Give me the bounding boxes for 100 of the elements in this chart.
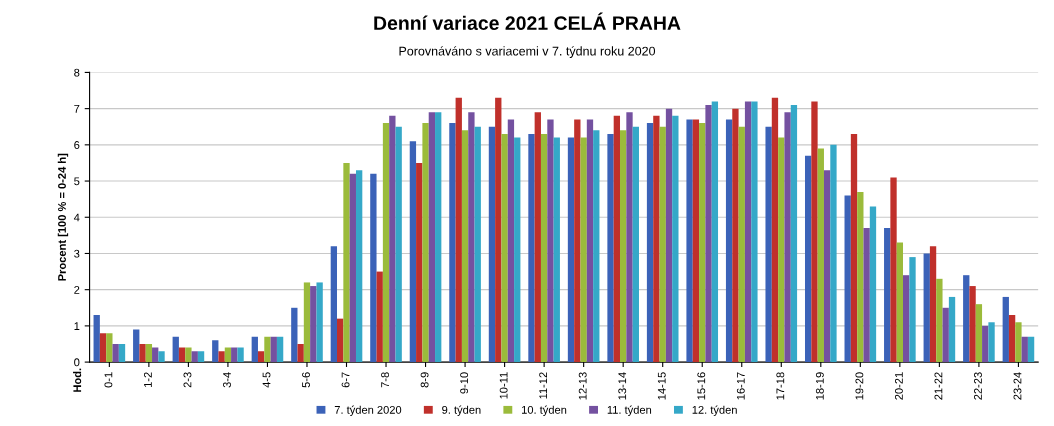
x-tick-label: 8-9 [420,372,429,388]
bar [428,112,436,363]
bar [370,173,377,363]
bar [212,340,219,363]
bar [896,242,904,363]
bar [890,177,897,363]
bar [738,126,745,363]
bar [975,304,983,363]
bar [613,115,621,363]
bar [929,246,937,363]
bar [817,148,824,363]
bar [765,126,772,363]
bar [725,119,733,363]
bar [903,275,910,363]
bar [909,257,916,363]
y-tick-label: 3 [74,249,80,258]
bar [942,307,949,363]
bar [270,336,277,363]
bar [778,137,785,363]
x-tick-label: 2-3 [183,372,192,388]
bar [547,119,554,363]
bar [514,137,521,363]
bar [593,130,600,363]
y-tick-label: 6 [74,141,80,149]
bar [607,133,614,363]
bar [343,162,350,363]
bar [580,137,587,363]
bar [382,123,390,363]
bar [251,336,258,363]
x-tick-label: 0-1 [104,372,113,388]
bar [461,130,469,363]
bar [99,333,107,363]
bar [409,141,417,363]
bar [1027,336,1035,363]
bar [1002,296,1009,363]
bar [884,228,891,363]
x-tick-label: 6-7 [341,372,350,388]
bar [751,101,758,363]
bar [692,119,700,363]
x-tick-label: 23-24 [1013,372,1022,400]
bar [823,170,831,363]
bar [744,101,752,363]
x-tick-label: 21-22 [934,372,943,400]
bar [349,173,356,363]
bar [665,108,673,363]
x-tick-label: 16-17 [736,372,745,400]
chart-title: Denní variace 2021 CELÁ PRAHA [374,12,681,31]
bar [395,126,402,363]
bar [963,275,970,363]
bar [653,115,660,363]
bar [705,105,712,363]
bar [416,162,423,363]
bar [178,347,186,363]
x-tick-label: 17-18 [776,372,785,400]
bar [869,206,877,363]
bar [237,347,244,363]
bar [850,133,858,363]
bar [863,228,870,363]
bar [231,347,238,363]
bar [626,112,633,363]
bar [948,296,956,363]
bar [672,115,679,363]
bar [936,278,943,363]
bar [969,286,976,363]
bar [620,130,627,363]
bar [257,351,265,363]
bar [857,191,864,363]
x-tick-label: 9-10 [460,372,469,394]
y-tick-label: 4 [73,213,80,222]
y-tick-label: 1 [74,322,80,330]
bar [923,253,930,363]
bar [732,108,739,363]
bar [468,112,475,363]
x-tick-label: 4-5 [262,372,271,388]
bar [355,170,363,363]
bar [158,351,165,363]
bar [435,112,442,363]
bar [118,343,126,363]
bar [291,307,298,363]
bar [310,286,317,363]
bar [830,144,837,363]
bar [784,112,791,363]
bar [1008,315,1016,363]
bar [330,246,338,363]
x-tick-label: 11-12 [539,372,547,399]
legend-label: 11. týden [607,405,652,416]
bar [218,351,225,363]
bar [422,123,429,363]
bar [982,325,989,363]
y-tick-label: 8 [74,68,80,77]
bar [844,195,851,363]
bar [495,97,502,363]
x-tick-label: 5-6 [302,372,310,388]
bar [1015,322,1022,363]
bar [553,137,560,363]
bar [133,329,140,363]
bar [534,112,541,363]
bar [528,133,535,363]
x-tick-label: 19-20 [855,372,864,400]
legend-label: 7. týden 2020 [334,405,402,416]
